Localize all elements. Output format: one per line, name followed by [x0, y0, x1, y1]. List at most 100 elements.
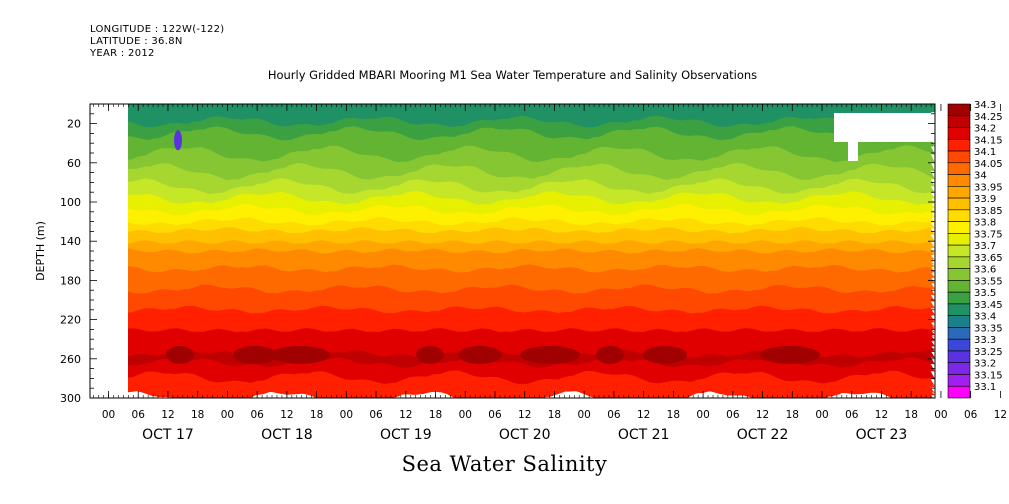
x-hour-tick-label: 12	[161, 409, 174, 421]
colorbar-label: 33.15	[974, 370, 1003, 381]
salinity-band	[90, 165, 935, 188]
x-hour-tick-label: 00	[815, 409, 828, 421]
salinity-maximum	[233, 345, 277, 364]
colorbar-label: 33.25	[974, 347, 1003, 358]
colorbar-swatch	[947, 338, 971, 352]
x-hour-tick-label: 18	[667, 409, 680, 421]
colorbar-swatch	[947, 268, 971, 281]
x-hour-tick-label: 12	[637, 409, 650, 421]
salinity-bands	[90, 104, 935, 398]
y-tick-label: 220	[60, 314, 81, 327]
colorbar-label: 33.65	[974, 253, 1003, 264]
salinity-band	[90, 142, 935, 164]
colorbar-label: 33.8	[974, 218, 996, 229]
y-tick-label: 260	[60, 353, 81, 366]
x-day-label: OCT 23	[856, 427, 908, 443]
x-hour-tick-label: 00	[577, 409, 590, 421]
colorbar-swatch	[947, 374, 971, 387]
salinity-band	[90, 253, 935, 265]
salinity-band	[90, 331, 935, 340]
salinity-band	[90, 381, 934, 398]
colorbar-swatch	[947, 103, 971, 117]
x-hour-tick-label: 00	[221, 409, 234, 421]
salinity-band	[90, 243, 935, 252]
salinity-band	[90, 148, 935, 170]
plot-area	[89, 103, 936, 399]
missing-data-block	[834, 113, 935, 161]
x-day-label: OCT 19	[380, 427, 432, 443]
salinity-band	[90, 269, 935, 283]
salinity-band	[90, 248, 935, 258]
salinity-band	[90, 261, 935, 274]
year-label: YEAR : 2012	[90, 48, 155, 59]
salinity-band	[90, 197, 935, 215]
salinity-band	[90, 154, 935, 176]
x-hour-tick-label: 00	[696, 409, 709, 421]
colorbar-swatch	[947, 233, 971, 246]
x-hour-tick-label: 06	[964, 409, 978, 421]
colorbar-label: 33.45	[974, 300, 1003, 311]
salinity-band	[90, 367, 935, 385]
salinity-band	[90, 178, 935, 199]
salinity-band	[90, 190, 935, 210]
x-day-label: OCT 22	[737, 427, 789, 443]
salinity-band	[90, 365, 935, 382]
colorbar-swatch	[947, 350, 971, 364]
colorbar-label: 34.05	[974, 159, 1003, 170]
x-hour-tick-label: 12	[994, 409, 1007, 421]
colorbar-label: 33.55	[974, 276, 1003, 287]
salinity-band	[90, 110, 935, 126]
x-day-label: OCT 20	[499, 427, 551, 443]
y-tick-label: 140	[60, 235, 81, 248]
x-hour-tick-label: 18	[310, 409, 323, 421]
chart-title: Hourly Gridded MBARI Mooring M1 Sea Wate…	[267, 68, 758, 82]
salinity-band	[90, 308, 935, 321]
colorbar-swatch	[947, 127, 971, 140]
x-hour-tick-label: 18	[786, 409, 799, 421]
x-hour-tick-label: 06	[369, 409, 383, 421]
salinity-maximum	[416, 345, 444, 364]
y-tick-label: 180	[60, 274, 81, 287]
colorbar-label: 33.2	[974, 359, 996, 370]
y-tick-label: 60	[67, 157, 81, 170]
salinity-band	[90, 126, 935, 145]
x-hour-tick-label: 18	[191, 409, 204, 421]
salinity-band	[90, 315, 935, 327]
salinity-band	[90, 336, 935, 346]
colorbar-label: 33.3	[974, 335, 996, 346]
salinity-band	[90, 264, 935, 277]
x-hour-tick-label: 06	[726, 409, 740, 421]
colorbar-label: 33.35	[974, 323, 1003, 334]
x-hour-tick-label: 06	[607, 409, 621, 421]
colorbar-swatch	[947, 280, 971, 293]
salinity-band	[90, 287, 935, 301]
colorbar-label: 33.75	[974, 229, 1003, 240]
colorbar-legend: 34.334.2534.234.1534.134.053433.9533.933…	[947, 100, 1003, 399]
colorbar-label: 34	[974, 171, 987, 182]
x-hour-tick-label: 00	[340, 409, 353, 421]
colorbar-swatch	[947, 362, 971, 375]
salinity-band	[90, 151, 935, 173]
colorbar-label: 33.5	[974, 288, 996, 299]
longitude-label: LONGITUDE : 122W(-122)	[90, 24, 225, 35]
salinity-band	[90, 256, 935, 268]
colorbar-swatch	[947, 256, 971, 269]
salinity-band	[90, 145, 935, 167]
x-axis: 00 06 12 18 00 06 12 18 00 06 12 18 00 06 12 18 00 06 12 18…	[93, 104, 1007, 443]
salinity-band	[90, 159, 935, 182]
salinity-band	[90, 284, 935, 298]
salinity-maximum	[166, 345, 194, 364]
salinity-band	[90, 321, 935, 332]
colorbar-label: 33.85	[974, 206, 1003, 217]
salinity-features	[166, 130, 820, 364]
y-tick-label: 100	[60, 196, 81, 209]
colorbar-label: 34.2	[974, 124, 996, 135]
salinity-band	[90, 311, 935, 324]
latitude-label: LATITUDE : 36.8N	[90, 36, 183, 47]
salinity-band	[90, 174, 935, 196]
x-day-label: OCT 21	[618, 427, 670, 443]
colorbar-swatch	[947, 315, 971, 328]
colorbar-swatch	[947, 150, 971, 164]
salinity-band	[90, 139, 935, 161]
